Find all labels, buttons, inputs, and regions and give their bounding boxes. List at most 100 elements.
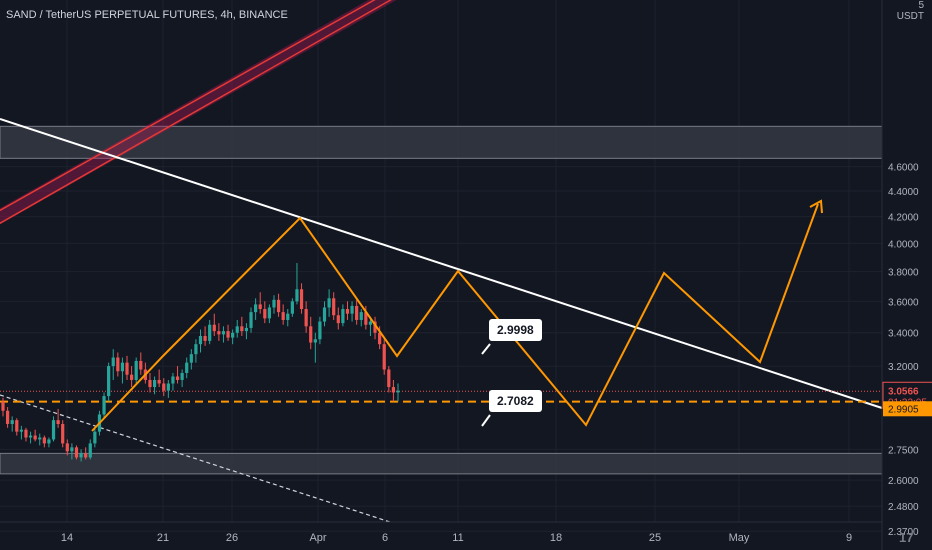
grid-lines <box>0 0 882 532</box>
upper-resistance-zone <box>0 125 883 159</box>
candle-body <box>10 420 14 424</box>
candle-body <box>139 360 143 370</box>
candle-body <box>240 326 244 332</box>
candle-body <box>318 321 322 340</box>
candle-body <box>373 321 377 333</box>
price-axis-unit: 5 USDT <box>897 0 924 22</box>
symbol-title[interactable]: SAND / TetherUS PERPETUAL FUTURES, 4h, B… <box>6 9 288 21</box>
descending-resistance-line <box>0 118 883 409</box>
time-tick-label: 25 <box>649 532 661 544</box>
candle-body <box>382 344 386 370</box>
candle-body <box>111 357 115 367</box>
candle-body <box>19 429 23 432</box>
candle-body <box>125 362 129 375</box>
time-tick-label: 21 <box>157 532 169 544</box>
candle-body <box>24 429 28 438</box>
candle-body <box>198 335 203 345</box>
unit-label: USDT <box>896 11 924 22</box>
callout-pointer-lower <box>481 414 491 427</box>
candle-body <box>180 372 184 380</box>
candle-body <box>61 423 65 444</box>
candle-body <box>28 435 33 438</box>
candle-body <box>84 453 88 458</box>
annotation-callout-upper[interactable]: 2.9998 <box>489 319 542 341</box>
time-tick-label: May <box>729 532 750 544</box>
candle-body <box>166 383 170 391</box>
candle-body <box>74 447 79 458</box>
current-price-label: 3.0566 <box>888 386 919 397</box>
price-axis[interactable]: 4.6000 4.4000 4.2000 4.0000 3.8000 3.6000 3.40… <box>881 0 932 550</box>
price-axis-background <box>882 0 932 550</box>
price-tick-label: 3.8000 <box>888 268 919 279</box>
candle-body <box>235 326 239 333</box>
candle-body <box>267 307 272 319</box>
price-tick-label: 2.4800 <box>888 502 919 513</box>
level-price-tag <box>883 401 932 417</box>
candle-body <box>231 332 235 338</box>
candle-body <box>286 313 290 320</box>
time-tick-label: 18 <box>550 532 562 544</box>
candle-body <box>70 447 74 452</box>
candle-body <box>332 298 336 316</box>
price-tick-label: 4.0000 <box>888 239 919 250</box>
candle-body <box>134 360 138 380</box>
price-tick-label: 2.6000 <box>888 476 919 487</box>
candle-body <box>387 369 391 388</box>
time-axis[interactable]: 14 21 26 Apr 6 11 18 25 May 9 <box>0 521 882 544</box>
candle-body <box>341 309 345 324</box>
tradingview-logo-icon[interactable]: 17 <box>899 530 914 545</box>
candle-body <box>42 437 46 444</box>
candle-body <box>157 379 161 384</box>
candle-body <box>368 321 373 325</box>
candle-body <box>295 289 299 302</box>
candle-body <box>355 305 359 320</box>
price-tick-label: 4.6000 <box>888 163 919 174</box>
candle-body <box>263 309 267 319</box>
candle-body <box>189 354 193 363</box>
candle-body <box>120 362 125 372</box>
candle-body <box>391 387 396 393</box>
candle-body <box>364 312 368 325</box>
rising-channel-upper <box>0 0 376 212</box>
candle-body <box>175 376 180 380</box>
candle-body <box>152 379 157 388</box>
candle-body <box>129 374 134 380</box>
candle-body <box>290 301 294 314</box>
candle-body <box>15 420 19 432</box>
candle-body <box>258 304 262 310</box>
candle-body <box>281 312 285 320</box>
price-tick-label: 4.2000 <box>888 213 919 224</box>
time-tick-label: 9 <box>846 532 852 544</box>
candle-body <box>203 335 207 341</box>
projection-arrowhead <box>809 199 823 214</box>
time-tick-label: 14 <box>61 532 73 544</box>
candle-body <box>47 439 51 444</box>
candle-body <box>38 437 42 440</box>
candle-body <box>185 362 189 373</box>
candle-body <box>33 435 37 440</box>
candle-body <box>162 383 166 391</box>
candle-body <box>56 420 60 424</box>
candle-body <box>116 357 120 372</box>
level-price-label: 2.9905 <box>888 404 919 415</box>
candle-body <box>208 324 212 341</box>
candle-body <box>345 309 350 314</box>
price-tick-label: 2.3700 <box>888 527 919 538</box>
time-tick-label: Apr <box>309 532 326 544</box>
candle-body <box>221 331 226 335</box>
lower-dashed-trendline <box>0 394 391 523</box>
candle-body <box>299 289 304 310</box>
candle-body <box>93 431 97 444</box>
candle-body <box>350 305 354 314</box>
annotation-callout-lower[interactable]: 2.7082 <box>489 390 542 412</box>
candle-body <box>249 312 253 328</box>
zones-layer <box>0 125 883 475</box>
candle-body <box>359 312 363 320</box>
price-tick-label: 3.2000 <box>888 362 919 373</box>
candle-body <box>194 344 198 355</box>
candle-body <box>1 401 5 411</box>
candle-body <box>226 331 230 338</box>
candle-body <box>171 376 175 384</box>
candle-body <box>102 396 106 415</box>
